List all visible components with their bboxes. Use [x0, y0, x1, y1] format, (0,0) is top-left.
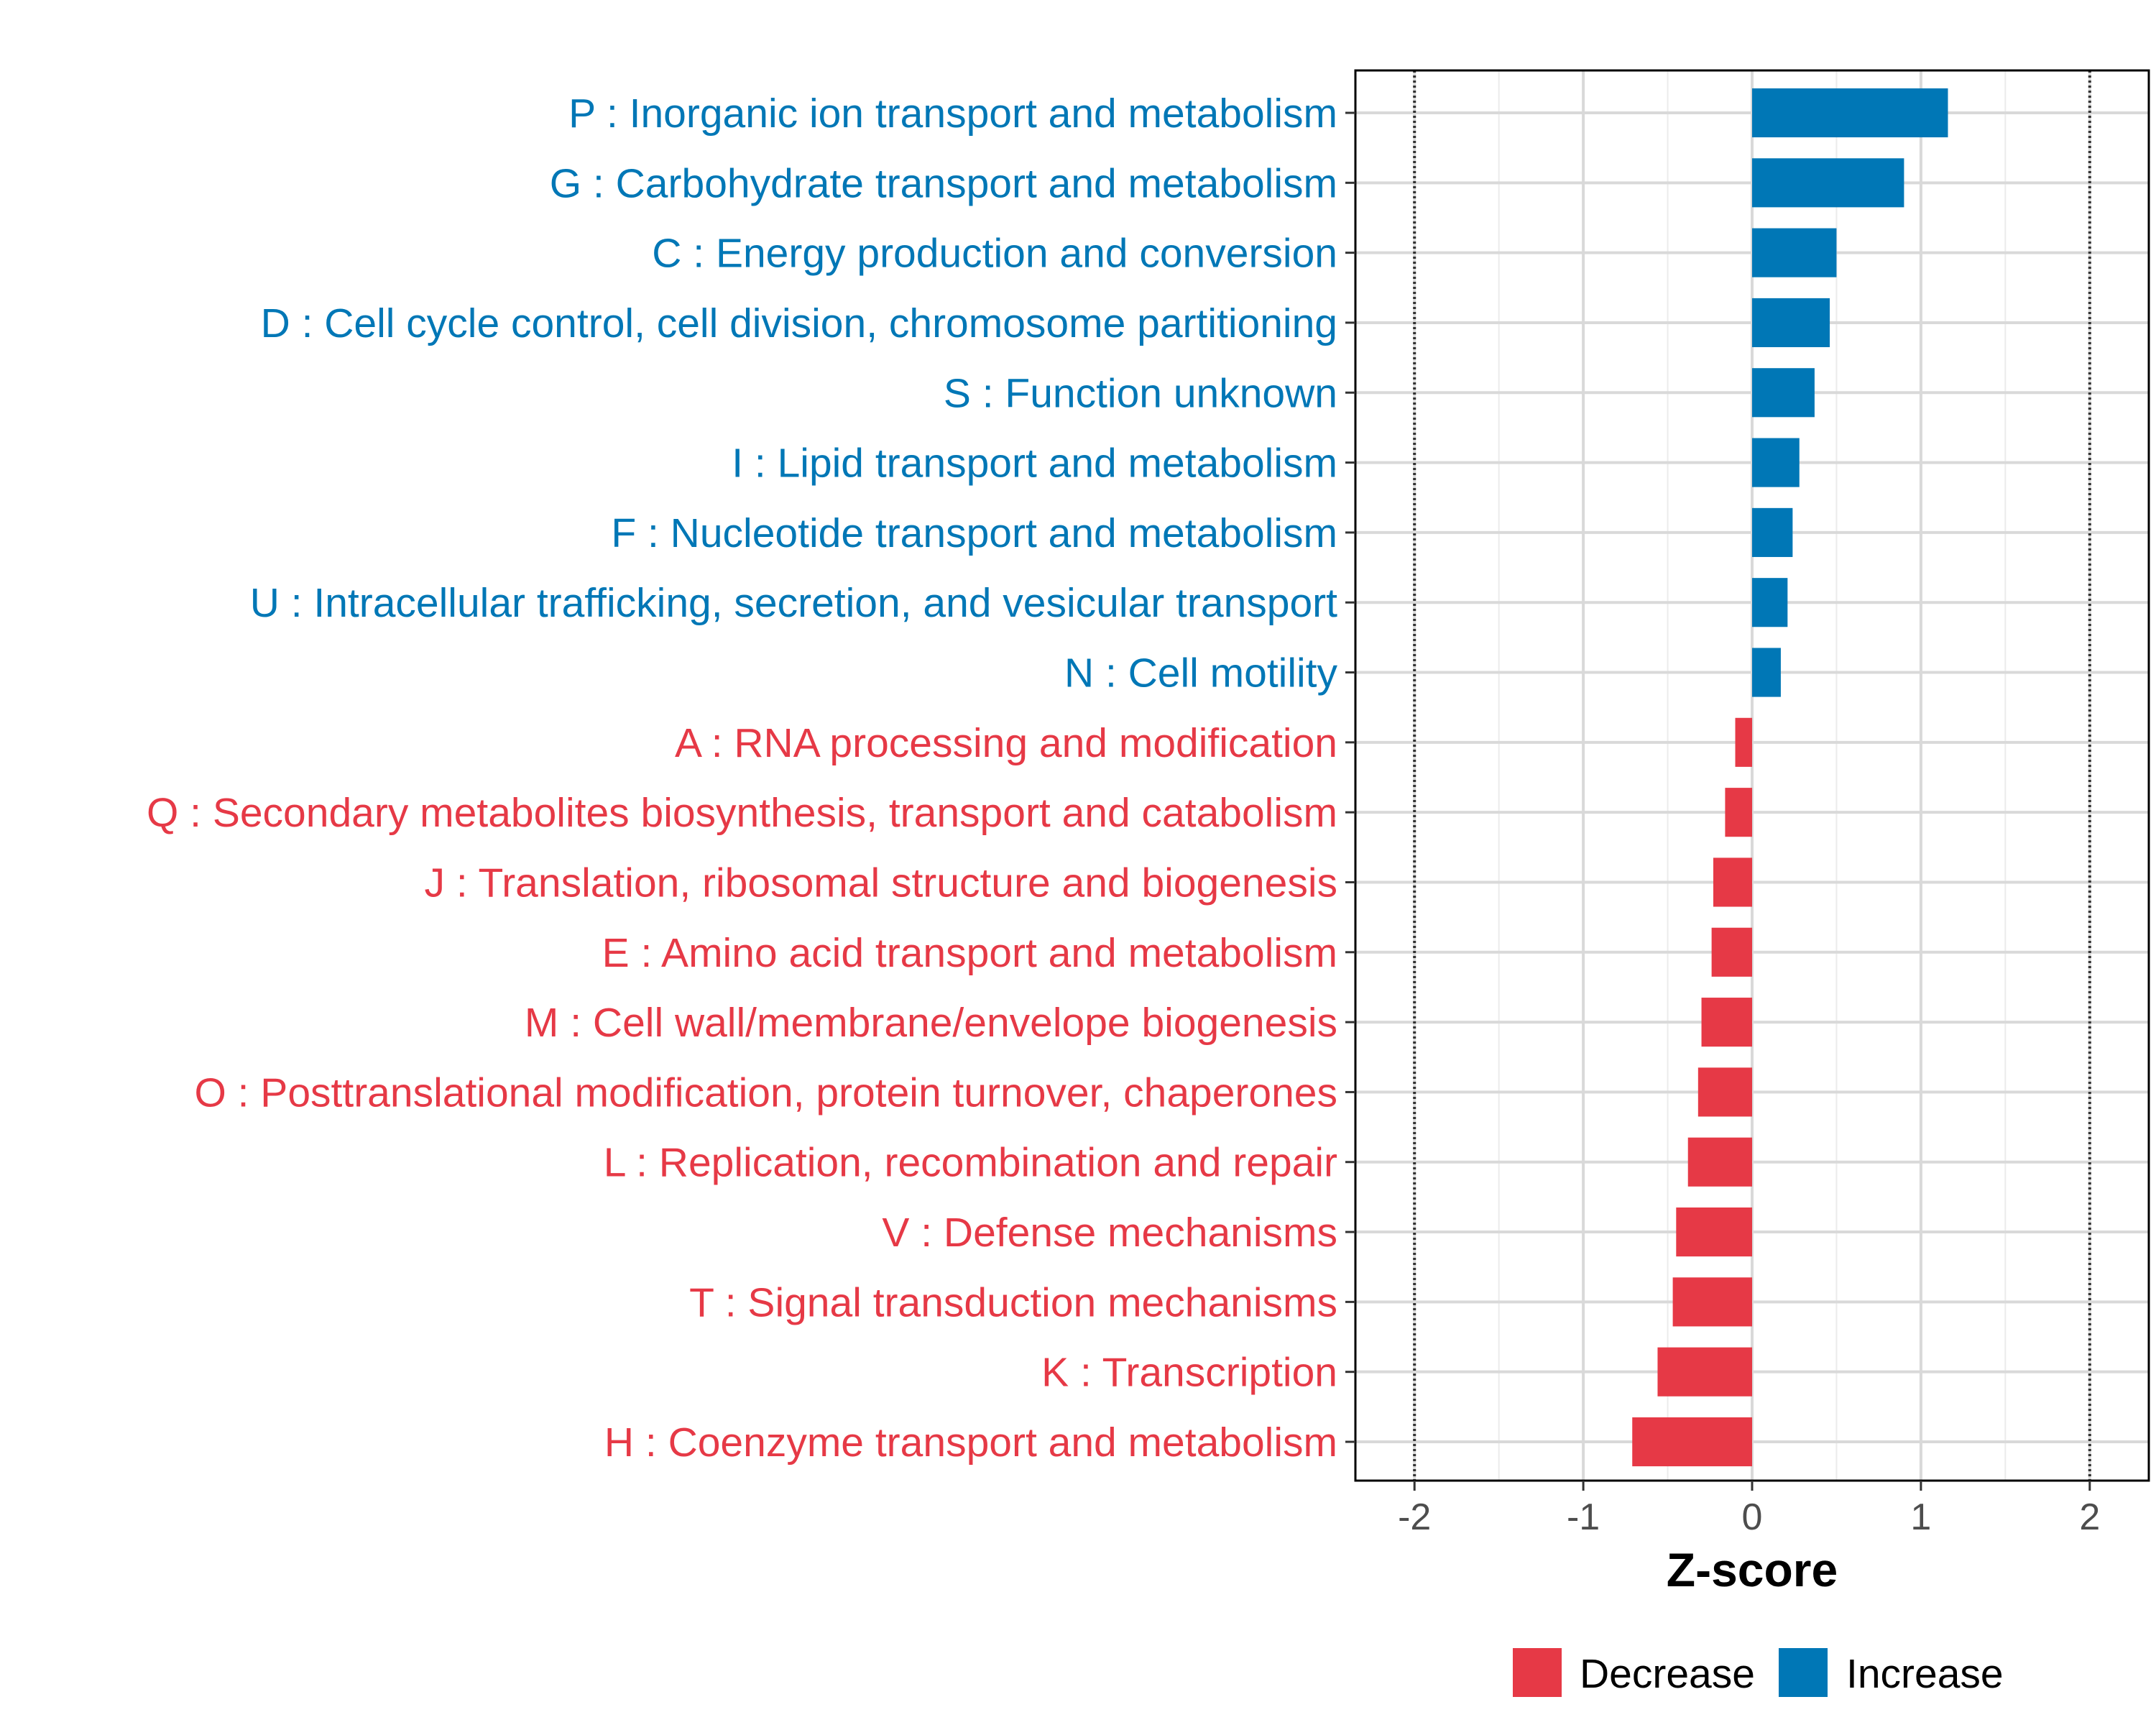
bar	[1657, 1347, 1752, 1397]
bar	[1725, 788, 1752, 837]
bar	[1752, 648, 1781, 697]
category-label: S : Function unknown	[944, 370, 1337, 416]
bar	[1752, 578, 1788, 627]
category-label: C : Energy production and conversion	[652, 231, 1337, 277]
legend-label: Increase	[1846, 1651, 2004, 1697]
category-label: M : Cell wall/membrane/envelope biogenes…	[525, 1000, 1337, 1046]
bar	[1752, 507, 1793, 557]
bar	[1676, 1207, 1752, 1257]
bar	[1687, 1137, 1752, 1187]
legend: Decrease Increase	[1513, 1648, 2004, 1697]
category-label: T : Signal transduction mechanisms	[689, 1279, 1337, 1325]
bar	[1752, 228, 1837, 277]
category-label: L : Replication, recombination and repai…	[604, 1140, 1337, 1186]
category-label: K : Transcription	[1041, 1350, 1337, 1396]
category-label: V : Defense mechanisms	[882, 1210, 1337, 1256]
x-tick-label: 1	[1910, 1496, 1931, 1538]
bar	[1752, 438, 1800, 487]
x-axis-title: Z-score	[1667, 1543, 1838, 1596]
bar	[1713, 857, 1752, 907]
category-label: J : Translation, ribosomal structure and…	[425, 860, 1337, 906]
legend-key	[1779, 1648, 1828, 1697]
bar	[1752, 88, 1948, 138]
bar	[1632, 1417, 1752, 1467]
category-label: G : Carbohydrate transport and metabolis…	[550, 160, 1337, 206]
x-tick-label: -2	[1398, 1496, 1431, 1538]
category-label: D : Cell cycle control, cell division, c…	[261, 300, 1337, 346]
x-tick-label: -1	[1567, 1496, 1600, 1538]
x-tick-label: 2	[2079, 1496, 2100, 1538]
category-label: F : Nucleotide transport and metabolism	[611, 510, 1337, 556]
bar	[1701, 998, 1752, 1047]
category-label: H : Coenzyme transport and metabolism	[604, 1420, 1337, 1466]
bar	[1752, 368, 1815, 418]
bar	[1752, 158, 1904, 208]
bar	[1711, 927, 1752, 977]
reference-lines	[1413, 70, 2091, 1481]
category-label: O : Posttranslational modification, prot…	[194, 1070, 1337, 1116]
category-label: I : Lipid transport and metabolism	[732, 441, 1337, 487]
x-tick-label: 0	[1742, 1496, 1763, 1538]
category-label: U : Intracellular trafficking, secretion…	[250, 580, 1337, 626]
category-label: P : Inorganic ion transport and metaboli…	[568, 91, 1337, 137]
legend-key	[1513, 1648, 1562, 1697]
bar	[1735, 717, 1752, 767]
x-axis-ticks: -2 -1 0 1 2	[1398, 1481, 2100, 1538]
bar	[1752, 298, 1830, 348]
category-labels: P : Inorganic ion transport and metaboli…	[147, 91, 1338, 1466]
category-label: Q : Secondary metabolites biosynthesis, …	[147, 790, 1337, 836]
category-label: E : Amino acid transport and metabolism	[602, 930, 1337, 976]
category-label: A : RNA processing and modification	[675, 720, 1337, 766]
bar	[1672, 1277, 1752, 1327]
category-label: N : Cell motility	[1064, 650, 1338, 696]
y-axis-ticks	[1345, 111, 1355, 1443]
legend-label: Decrease	[1580, 1651, 1755, 1697]
bar	[1697, 1067, 1752, 1117]
bars	[1632, 88, 1948, 1467]
